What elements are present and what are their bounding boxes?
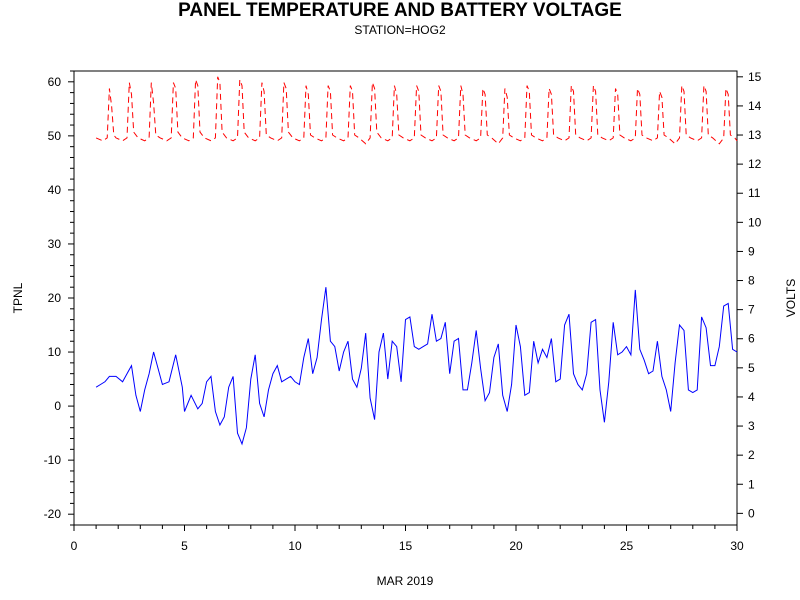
plot-frame — [73, 70, 738, 526]
y-right-tick-label: 2 — [748, 448, 755, 462]
x-axis: 0 5 10 15 20 25 30 — [71, 525, 744, 553]
y-left-tick-label: 10 — [48, 345, 62, 359]
y-right-tick-label: 1 — [748, 477, 755, 491]
y-right-tick-label: 9 — [748, 244, 755, 258]
x-tick-label: 10 — [288, 539, 302, 553]
y-right-axis-label: VOLTS — [784, 279, 798, 317]
y-left-tick-label: 30 — [48, 237, 62, 251]
y-right-tick-label: 4 — [748, 390, 755, 404]
y-right-tick-label: 10 — [748, 215, 762, 229]
chart-subtitle: STATION=HOG2 — [354, 23, 446, 37]
y-left-tick-label: -20 — [44, 507, 62, 521]
y-right-tick-label: 12 — [748, 157, 762, 171]
series-line-volts — [95, 76, 738, 145]
y-left-tick-label: 60 — [48, 75, 62, 89]
y-left-tick-label: 20 — [48, 291, 62, 305]
y-right-tick-label: 15 — [748, 70, 762, 84]
x-tick-label: 5 — [181, 539, 188, 553]
y-left-axis: -20 -10 0 10 20 30 40 50 60 — [44, 70, 74, 526]
x-tick-label: 30 — [730, 539, 744, 553]
x-axis-label: MAR 2019 — [377, 574, 434, 588]
y-right-tick-label: 14 — [748, 99, 762, 113]
y-right-tick-label: 11 — [748, 186, 761, 200]
x-tick-label: 25 — [620, 539, 634, 553]
y-left-tick-label: 40 — [48, 183, 62, 197]
y-right-tick-label: 3 — [748, 419, 755, 433]
y-right-tick-label: 13 — [748, 128, 762, 142]
chart-title: PANEL TEMPERATURE AND BATTERY VOLTAGE — [178, 0, 622, 21]
y-left-tick-label: 0 — [54, 399, 61, 413]
series-layer — [95, 76, 738, 446]
y-left-tick-label: -10 — [44, 453, 62, 467]
x-tick-label: 15 — [399, 539, 413, 553]
y-left-axis-label: TPNL — [11, 282, 25, 313]
y-left-tick-label: 50 — [48, 129, 62, 143]
x-tick-label: 20 — [509, 539, 523, 553]
x-tick-label: 0 — [71, 539, 78, 553]
y-right-tick-label: 6 — [748, 332, 755, 346]
y-right-tick-label: 5 — [748, 361, 755, 375]
series-line-tpnl — [95, 287, 738, 446]
y-right-tick-label: 8 — [748, 274, 755, 288]
y-right-tick-label: 0 — [748, 506, 755, 520]
y-right-tick-label: 7 — [748, 303, 755, 317]
